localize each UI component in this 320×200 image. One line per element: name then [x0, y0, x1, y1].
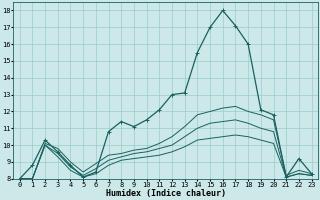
X-axis label: Humidex (Indice chaleur): Humidex (Indice chaleur) — [106, 189, 226, 198]
